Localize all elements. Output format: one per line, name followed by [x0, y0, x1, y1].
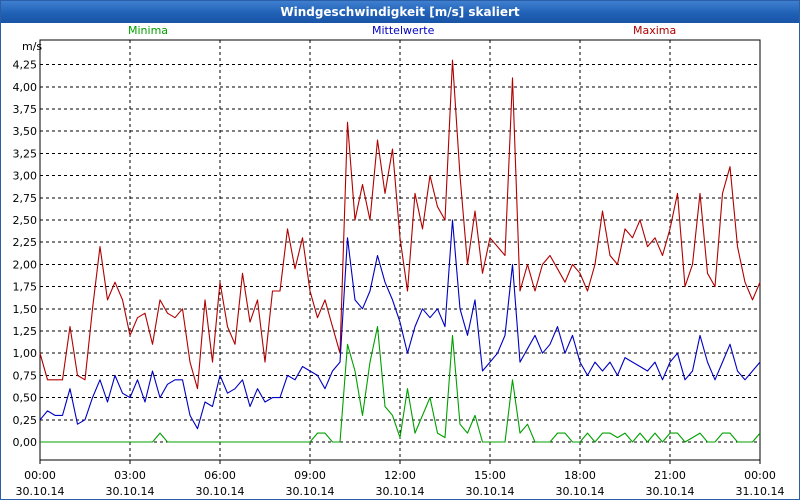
window-title: Windgeschwindigkeit [m/s] skaliert — [1, 1, 799, 23]
x-tick-time: 00:00 — [744, 469, 776, 482]
y-tick-label: 1,00 — [13, 347, 38, 360]
x-tick-time: 06:00 — [204, 469, 236, 482]
y-tick-label: 1,50 — [13, 303, 38, 316]
x-tick-time: 03:00 — [114, 469, 146, 482]
y-axis-unit: m/s — [22, 40, 43, 53]
x-tick-date: 31.10.14 — [736, 485, 785, 498]
y-tick-label: 1,25 — [13, 325, 38, 338]
x-tick-date: 30.10.14 — [556, 485, 605, 498]
x-tick-date: 30.10.14 — [196, 485, 245, 498]
y-tick-label: 4,00 — [13, 81, 38, 94]
y-tick-label: 0,00 — [13, 436, 38, 449]
x-tick-date: 30.10.14 — [16, 485, 65, 498]
legend-mittelwerte: Mittelwerte — [372, 24, 435, 37]
y-tick-label: 3,75 — [13, 103, 38, 116]
x-tick-time: 12:00 — [384, 469, 416, 482]
series-line-mittelwerte — [39, 219, 761, 430]
x-tick-date: 30.10.14 — [376, 485, 425, 498]
y-tick-label: 1,75 — [13, 281, 38, 294]
x-tick-time: 18:00 — [564, 469, 596, 482]
x-tick-time: 21:00 — [654, 469, 686, 482]
y-tick-label: 3,50 — [13, 125, 38, 138]
x-tick-time: 00:00 — [24, 469, 56, 482]
series-line-minima — [40, 326, 761, 443]
legend-minima: Minima — [128, 24, 169, 37]
y-tick-label: 3,25 — [13, 147, 38, 160]
x-tick-date: 30.10.14 — [466, 485, 515, 498]
y-tick-label: 2,25 — [13, 236, 38, 249]
y-tick-label: 0,75 — [13, 369, 38, 382]
x-tick-date: 30.10.14 — [646, 485, 695, 498]
y-tick-label: 0,50 — [13, 392, 38, 405]
x-tick-time: 15:00 — [474, 469, 506, 482]
y-tick-label: 2,00 — [13, 258, 38, 271]
y-tick-label: 0,25 — [13, 414, 38, 427]
y-tick-label: 2,75 — [13, 192, 38, 205]
x-tick-date: 30.10.14 — [286, 485, 335, 498]
series-line-maxima — [39, 59, 761, 390]
y-tick-label: 2,50 — [13, 214, 38, 227]
legend-maxima: Maxima — [633, 24, 677, 37]
y-tick-label: 4,25 — [13, 59, 38, 72]
y-tick-label: 3,00 — [13, 170, 38, 183]
x-tick-time: 09:00 — [294, 469, 326, 482]
x-tick-date: 30.10.14 — [106, 485, 155, 498]
